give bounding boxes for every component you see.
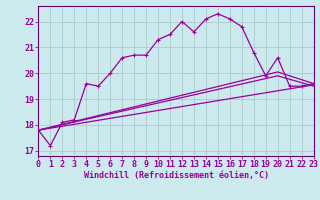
X-axis label: Windchill (Refroidissement éolien,°C): Windchill (Refroidissement éolien,°C) <box>84 171 268 180</box>
